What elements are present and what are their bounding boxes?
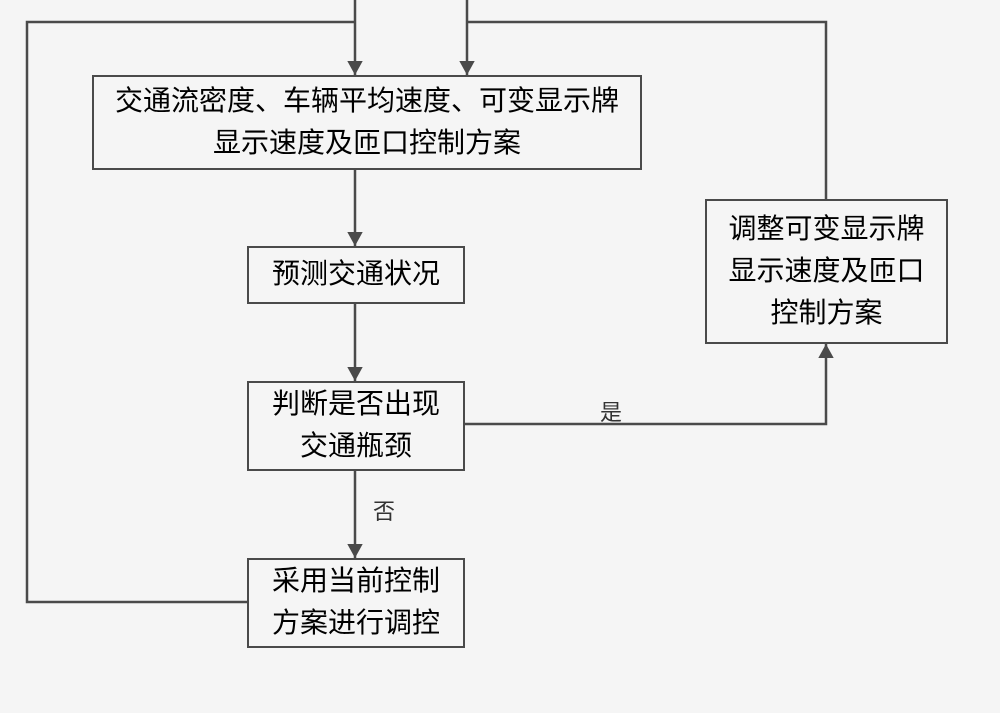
edge-label-no: 否 bbox=[373, 494, 395, 526]
flow-node-input: 交通流密度、车辆平均速度、可变显示牌显示速度及匝口控制方案 bbox=[92, 75, 642, 170]
node-text: 判断是否出现交通瓶颈 bbox=[263, 384, 449, 468]
flow-node-adjust: 调整可变显示牌显示速度及匝口控制方案 bbox=[705, 199, 948, 344]
flow-node-judge: 判断是否出现交通瓶颈 bbox=[247, 381, 465, 471]
node-text: 采用当前控制方案进行调控 bbox=[263, 561, 449, 645]
node-text: 交通流密度、车辆平均速度、可变显示牌显示速度及匝口控制方案 bbox=[108, 81, 626, 165]
node-text: 调整可变显示牌显示速度及匝口控制方案 bbox=[721, 209, 932, 335]
node-text: 预测交通状况 bbox=[272, 254, 440, 296]
flow-node-predict: 预测交通状况 bbox=[247, 246, 465, 304]
edge-label-yes: 是 bbox=[600, 395, 622, 427]
flow-node-adopt: 采用当前控制方案进行调控 bbox=[247, 558, 465, 648]
